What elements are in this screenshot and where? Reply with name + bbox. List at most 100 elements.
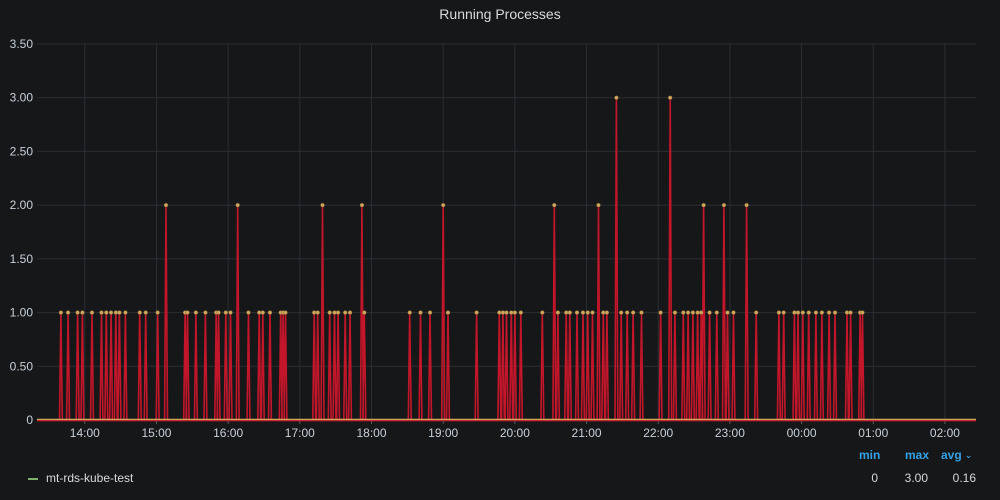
data-point[interactable] (332, 310, 337, 315)
data-point[interactable] (418, 310, 423, 315)
data-point[interactable] (776, 310, 782, 315)
data-point[interactable] (754, 310, 759, 315)
data-point[interactable] (639, 310, 644, 315)
legend-item[interactable]: mt-rds-kube-test 0 3.00 0.16 (0, 469, 1000, 489)
data-point[interactable] (143, 310, 148, 315)
data-point[interactable] (614, 95, 619, 100)
data-point[interactable] (826, 310, 832, 315)
data-point[interactable] (312, 310, 317, 315)
data-point[interactable] (185, 310, 190, 315)
legend-min-header[interactable]: min (859, 448, 881, 462)
data-point[interactable] (80, 310, 85, 315)
data-point[interactable] (518, 310, 523, 315)
data-point[interactable] (604, 310, 610, 315)
data-point[interactable] (601, 310, 606, 315)
data-point[interactable] (658, 310, 663, 315)
data-point[interactable] (497, 310, 502, 315)
data-point[interactable] (407, 310, 412, 315)
data-point[interactable] (806, 310, 811, 315)
data-point[interactable] (668, 95, 673, 100)
data-point[interactable] (701, 202, 706, 208)
data-point[interactable] (216, 310, 221, 315)
data-point[interactable] (512, 310, 518, 315)
data-point[interactable] (58, 310, 64, 315)
data-point[interactable] (267, 310, 273, 315)
data-point[interactable] (327, 310, 332, 315)
data-point[interactable] (630, 310, 636, 315)
data-point[interactable] (590, 310, 595, 315)
data-point[interactable] (223, 310, 228, 315)
data-point[interactable] (672, 310, 678, 315)
panel-title[interactable]: Running Processes (439, 6, 561, 22)
data-point[interactable] (848, 310, 853, 315)
data-point[interactable] (347, 310, 353, 315)
data-point[interactable] (699, 310, 704, 315)
data-point[interactable] (585, 310, 590, 315)
data-point[interactable] (137, 310, 142, 315)
data-point[interactable] (257, 310, 262, 315)
data-point[interactable] (315, 310, 320, 315)
data-point[interactable] (832, 310, 838, 315)
data-point[interactable] (113, 310, 118, 315)
legend-series-name[interactable]: mt-rds-kube-test (46, 471, 134, 485)
data-point[interactable] (260, 310, 265, 315)
data-point[interactable] (474, 310, 479, 315)
data-point[interactable] (108, 310, 114, 315)
data-point[interactable] (596, 202, 601, 208)
data-point[interactable] (813, 310, 819, 315)
data-point[interactable] (203, 310, 208, 315)
data-point[interactable] (685, 310, 691, 315)
data-point[interactable] (427, 310, 433, 315)
data-point[interactable] (99, 310, 104, 315)
data-point[interactable] (117, 310, 122, 315)
data-point[interactable] (781, 310, 786, 315)
data-point[interactable] (695, 310, 700, 315)
data-point[interactable] (681, 310, 686, 315)
data-point[interactable] (792, 310, 797, 315)
legend-max-header[interactable]: max (905, 448, 930, 462)
data-point[interactable] (721, 202, 727, 208)
data-point[interactable] (320, 202, 325, 208)
data-point[interactable] (283, 310, 288, 315)
data-point[interactable] (359, 202, 365, 208)
data-point[interactable] (104, 310, 109, 315)
data-point[interactable] (619, 310, 624, 315)
data-point[interactable] (625, 310, 630, 315)
data-point[interactable] (441, 202, 446, 208)
data-point[interactable] (731, 310, 736, 315)
data-point[interactable] (555, 310, 561, 315)
data-point[interactable] (819, 310, 825, 315)
data-point[interactable] (89, 310, 95, 315)
data-point[interactable] (500, 310, 506, 315)
data-point[interactable] (362, 310, 367, 315)
legend-avg-header[interactable]: avg ⌄ (941, 448, 972, 462)
data-point[interactable] (795, 310, 801, 315)
data-point[interactable] (800, 310, 805, 315)
data-point[interactable] (509, 310, 514, 315)
data-point[interactable] (228, 310, 233, 315)
data-point[interactable] (714, 310, 719, 315)
legend-color-swatch[interactable] (28, 478, 38, 480)
data-point[interactable] (564, 310, 569, 315)
data-point[interactable] (552, 202, 557, 208)
data-point[interactable] (335, 310, 341, 315)
data-point[interactable] (343, 310, 348, 315)
data-point[interactable] (235, 202, 240, 208)
data-point[interactable] (707, 310, 712, 315)
data-point[interactable] (75, 310, 80, 315)
data-point[interactable] (580, 310, 586, 315)
data-point[interactable] (574, 310, 580, 315)
data-point[interactable] (155, 310, 160, 315)
data-point[interactable] (725, 310, 730, 315)
data-point[interactable] (65, 310, 71, 315)
data-point[interactable] (445, 310, 451, 315)
data-point[interactable] (860, 310, 865, 315)
data-point[interactable] (193, 310, 199, 315)
data-point[interactable] (744, 202, 749, 208)
data-point[interactable] (246, 310, 251, 315)
data-point[interactable] (540, 310, 545, 315)
data-point[interactable] (163, 202, 169, 208)
data-point[interactable] (567, 310, 572, 315)
data-point[interactable] (504, 310, 509, 315)
data-point[interactable] (123, 310, 128, 315)
